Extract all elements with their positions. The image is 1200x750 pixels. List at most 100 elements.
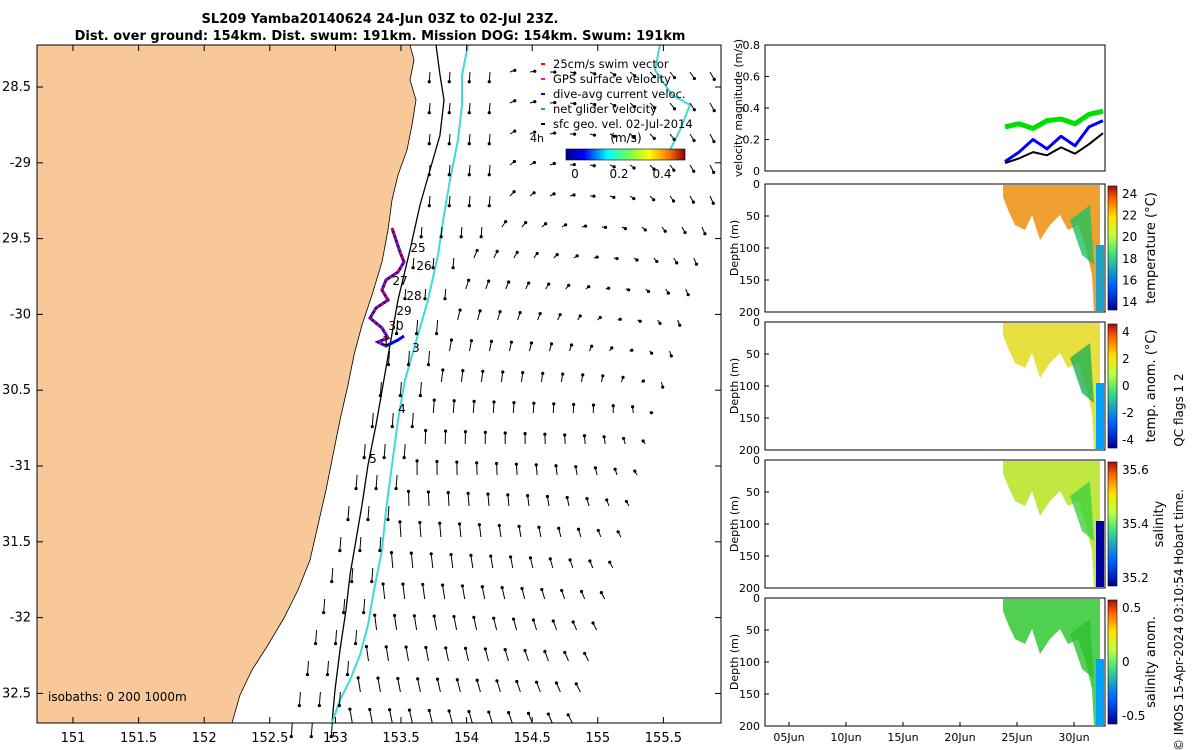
velocity-arrow-head xyxy=(675,261,679,265)
velocity-arrow-head xyxy=(333,641,338,646)
time-tick-label: 15Jun xyxy=(887,731,918,744)
colorbar-tick-label: -4 xyxy=(1122,433,1134,447)
velocity-arrow-head xyxy=(643,228,647,232)
velocity-arrow-head xyxy=(424,428,428,433)
velocity-arrow-head xyxy=(538,311,542,316)
velocity-arrow xyxy=(518,526,522,538)
panel-colorbar xyxy=(1107,323,1118,449)
velocity-arrow-head xyxy=(572,162,576,167)
velocity-arrow-head xyxy=(497,523,501,528)
velocity-arrow-head xyxy=(416,677,420,681)
velocity-arrow-head xyxy=(618,317,622,321)
velocity-arrow xyxy=(385,646,389,662)
velocity-arrow xyxy=(492,401,495,414)
velocity-arrow-head xyxy=(504,220,508,224)
velocity-arrow-head xyxy=(460,584,465,588)
velocity-arrow-head xyxy=(548,557,552,561)
lat-tick-label: -31 xyxy=(10,459,31,474)
colorbar-title: temp. anom. (°C) xyxy=(1144,329,1159,442)
velocity-arrow xyxy=(472,401,475,414)
day-label: 26 xyxy=(416,259,431,273)
velocity-arrow-head xyxy=(443,297,447,301)
velocity-arrow xyxy=(498,525,502,538)
panel-colorbar xyxy=(1107,185,1118,311)
velocity-arrow-head xyxy=(532,191,536,195)
velocity-arrow-head xyxy=(427,111,431,115)
velocity-arrow-head xyxy=(513,129,517,133)
velocity-arrow-head xyxy=(672,107,677,111)
velocity-arrow-head xyxy=(652,106,657,110)
velocity-arrow-head xyxy=(475,461,479,465)
depth-ylabel: Depth (m) xyxy=(728,220,741,276)
velocity-arrow-head xyxy=(567,283,571,287)
velocity-arrow xyxy=(453,616,458,631)
velocity-arrow xyxy=(391,412,394,427)
velocity-arrow-head xyxy=(532,401,536,405)
velocity-arrow-head xyxy=(566,713,570,717)
velocity-arrow xyxy=(439,523,442,538)
velocity-arrow-head xyxy=(652,136,656,140)
velocity-arrow-head xyxy=(622,436,626,441)
velocity-arrow-head xyxy=(427,142,431,146)
velocity-arrow xyxy=(432,257,435,268)
velocity-arrow-head xyxy=(366,517,370,522)
depth-tick-label: 150 xyxy=(739,274,760,287)
velocity-arrow xyxy=(478,524,482,538)
velocity-arrow-head xyxy=(691,200,696,204)
velocity-arrow xyxy=(468,71,471,82)
velocity-arrow-head xyxy=(419,235,423,239)
velocity-arrow-head xyxy=(467,80,471,84)
depth-tick-label: 150 xyxy=(739,688,760,701)
velocity-arrow-head xyxy=(378,548,382,553)
velocity-arrow-head xyxy=(461,369,465,373)
velocity-arrow xyxy=(407,350,410,365)
velocity-arrow-head xyxy=(501,370,505,374)
legend-entry: net glider velocity xyxy=(553,102,657,116)
velocity-arrow xyxy=(488,711,493,724)
velocity-arrow-head xyxy=(443,429,448,433)
velocity-arrow-head xyxy=(449,552,453,557)
velocity-arrow xyxy=(417,678,421,693)
velocity-arrow-head xyxy=(431,266,435,270)
colorbar-title: salinity xyxy=(1152,500,1167,547)
velocity-arrow xyxy=(346,660,349,675)
velocity-arrow-head xyxy=(426,362,431,367)
velocity-arrow-head xyxy=(595,255,599,259)
velocity-arrow-head xyxy=(572,402,576,407)
lat-tick-label: 30.5 xyxy=(2,383,31,398)
velocity-arrow-head xyxy=(354,486,358,491)
velocity-arrow-head xyxy=(590,344,594,348)
velocity-arrow-head xyxy=(599,590,603,595)
velocity-arrow-head xyxy=(509,340,514,344)
velocity-arrow-head xyxy=(487,279,491,283)
velocity-arrow-head xyxy=(511,617,516,621)
velocity-arrow-head xyxy=(394,486,398,491)
velocity-arrow xyxy=(427,350,430,365)
velocity-arrow xyxy=(484,648,489,662)
velocity-arrow xyxy=(369,709,373,724)
velocity-arrow-head xyxy=(418,393,422,398)
velocity-arrow-head xyxy=(489,554,493,558)
velocity-arrow-head xyxy=(573,71,577,75)
velocity-arrow-head xyxy=(554,464,558,468)
velocity-arrow-head xyxy=(652,75,657,79)
velocity-arrow-head xyxy=(495,249,499,253)
velocity-arrow-head xyxy=(325,672,330,677)
velocity-arrow xyxy=(470,555,474,569)
velocity-arrow xyxy=(468,711,473,724)
velocity-arrow xyxy=(408,710,413,724)
velocity-arrow-head xyxy=(531,618,536,622)
lon-tick-label: 153.5 xyxy=(382,731,419,746)
velocity-arrow-head xyxy=(592,133,597,137)
depth-tick-label: 50 xyxy=(746,348,760,361)
deep-profile xyxy=(1096,659,1104,725)
colorbar-tick-label: 14 xyxy=(1122,295,1137,309)
lon-tick-label: 152 xyxy=(192,731,217,746)
velocity-arrow-head xyxy=(683,230,687,235)
velocity-arrow xyxy=(465,648,469,662)
velocity-arrow xyxy=(379,536,382,551)
velocity-arrow-head xyxy=(563,433,567,437)
velocity-arrow-head xyxy=(545,494,550,499)
velocity-arrow-head xyxy=(616,530,620,534)
velocity-arrow-head xyxy=(694,262,699,266)
